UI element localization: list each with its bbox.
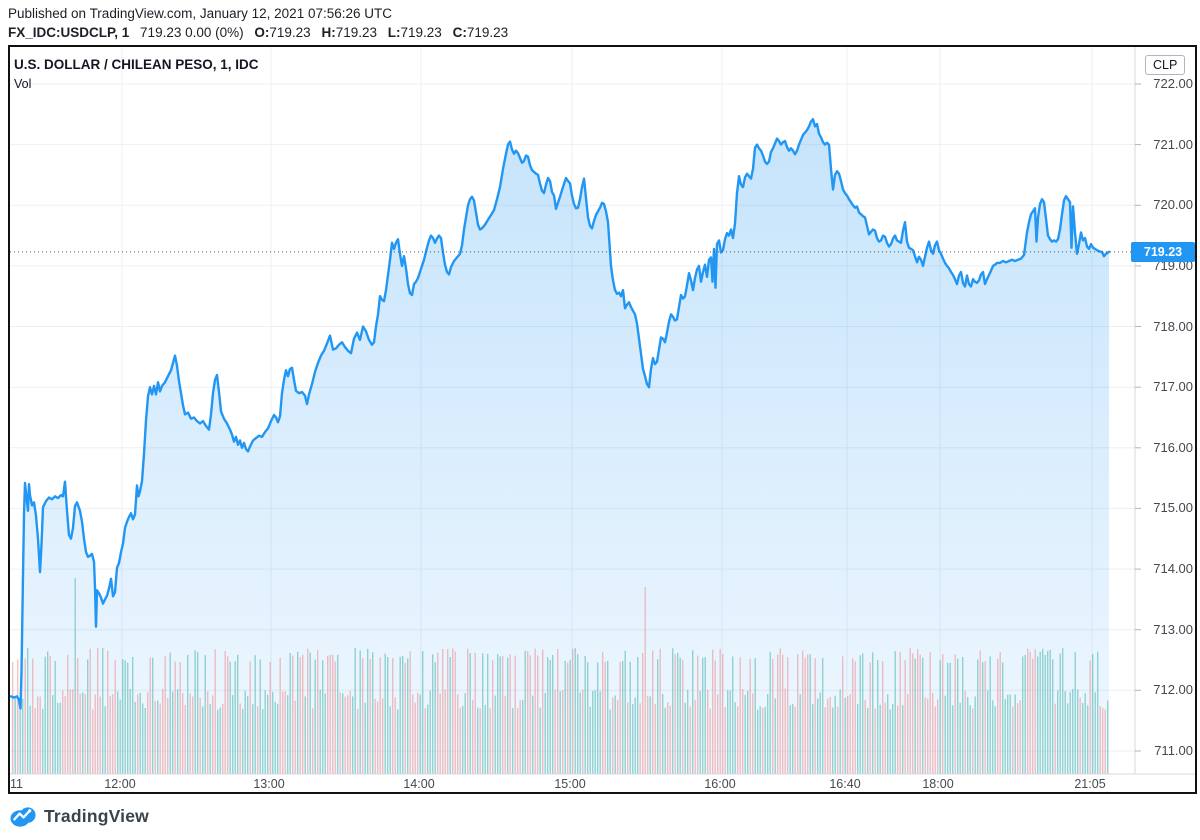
price-tick-label: 722.00 (1153, 75, 1193, 91)
price-tick-label: 721.00 (1153, 136, 1193, 152)
price-tick-label: 716.00 (1153, 439, 1193, 455)
price-tick-label: 720.00 (1153, 197, 1193, 213)
time-tick-label: 13:00 (253, 777, 285, 791)
price-tick-label: 714.00 (1153, 561, 1193, 577)
price-tick-label: 711.00 (1154, 742, 1193, 758)
chart-legend-title[interactable]: U.S. DOLLAR / CHILEAN PESO, 1, IDC (14, 57, 259, 72)
chart-canvas[interactable] (10, 47, 1195, 792)
quote-value: 719.23 0.00 (0%) (140, 25, 244, 40)
ohlc-line: FX_IDC:USDCLP, 1 719.23 0.00 (0%) O:719.… (8, 25, 508, 40)
chart-frame (8, 45, 1197, 794)
time-tick-label: 16:40 (829, 777, 861, 791)
close-group: C:719.23 (452, 25, 509, 40)
price-tick-label: 715.00 (1153, 500, 1193, 516)
price-tick-label: 713.00 (1153, 621, 1193, 637)
price-tick-label: 712.00 (1153, 682, 1193, 698)
published-line: Published on TradingView.com, January 12… (8, 6, 392, 21)
volume-indicator-label[interactable]: Vol (14, 77, 32, 91)
brand-name[interactable]: TradingView (44, 805, 149, 826)
time-tick-label: 12:00 (104, 777, 136, 791)
time-tick-label: 18:00 (922, 777, 954, 791)
tradingview-logo-icon[interactable] (10, 804, 37, 828)
price-tick-label: 718.00 (1153, 318, 1193, 334)
symbol-label: FX_IDC:USDCLP, 1 (8, 25, 130, 40)
currency-badge: CLP (1145, 55, 1186, 75)
footer-branding: TradingView (10, 804, 149, 828)
low-group: L:719.23 (387, 25, 442, 40)
last-price-badge: 719.23 (1131, 241, 1195, 262)
time-tick-label: 21:05 (1074, 777, 1106, 791)
time-tick-label: 16:00 (704, 777, 736, 791)
time-tick-label: 14:00 (403, 777, 435, 791)
open-group: O:719.23 (254, 25, 311, 40)
price-tick-label: 717.00 (1153, 379, 1193, 395)
time-tick-label: 15:00 (554, 777, 586, 791)
time-tick-label: 11 (10, 777, 23, 791)
high-group: H:719.23 (321, 25, 377, 40)
